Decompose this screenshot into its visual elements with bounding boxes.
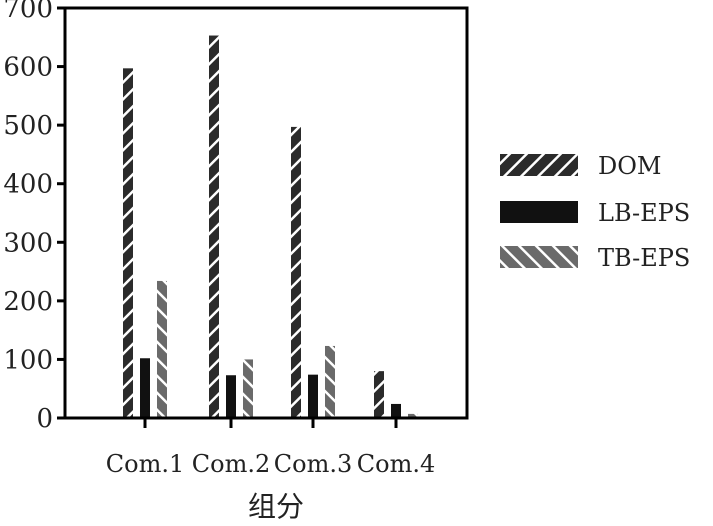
bar-TB-EPS-Com.4 [408, 413, 418, 418]
y-tick-label-300: 300 [3, 228, 53, 258]
plot-frame [63, 6, 469, 420]
bar-DOM-Com.4 [374, 371, 384, 418]
y-axis: 0 100 200 300 400 500 600 700 [3, 0, 65, 434]
bar-LB-EPS-Com.2 [226, 375, 236, 418]
x-axis: Com.1 Com.2 Com.3 Com.4 [106, 418, 435, 478]
y-tick-label-0: 0 [36, 404, 53, 434]
x-tick-label-Com.3: Com.3 [274, 450, 352, 478]
bar-TB-EPS-Com.1 [157, 280, 167, 418]
x-tick-label-Com.2: Com.2 [192, 450, 270, 478]
legend-swatch-LB-EPS [500, 201, 578, 223]
x-axis-title: 组分 [248, 490, 304, 523]
bar-DOM-Com.3 [291, 126, 301, 419]
y-tick-label-600: 600 [3, 53, 53, 83]
y-tick-label-500: 500 [3, 111, 53, 141]
legend-label-TB-EPS: TB-EPS [598, 244, 690, 272]
x-tick-label-Com.1: Com.1 [106, 450, 184, 478]
legend-label-DOM: DOM [598, 152, 662, 180]
y-tick-label-100: 100 [3, 345, 53, 375]
bar-DOM-Com.2 [209, 35, 219, 419]
y-tick-label-200: 200 [3, 287, 53, 317]
x-tick-label-Com.4: Com.4 [357, 450, 435, 478]
bars [123, 35, 418, 419]
legend-swatch-TB-EPS [500, 246, 578, 268]
bar-LB-EPS-Com.1 [140, 358, 150, 418]
legend-swatch-DOM [500, 154, 578, 176]
bar-TB-EPS-Com.2 [243, 359, 253, 418]
bar-DOM-Com.1 [123, 68, 133, 418]
legend: DOM LB-EPS TB-EPS [500, 152, 690, 272]
y-tick-label-400: 400 [3, 170, 53, 200]
y-tick-label-700: 700 [3, 0, 53, 24]
bar-LB-EPS-Com.3 [308, 374, 318, 418]
bar-LB-EPS-Com.4 [391, 403, 401, 418]
legend-label-LB-EPS: LB-EPS [598, 199, 690, 227]
bar-TB-EPS-Com.3 [325, 345, 335, 418]
